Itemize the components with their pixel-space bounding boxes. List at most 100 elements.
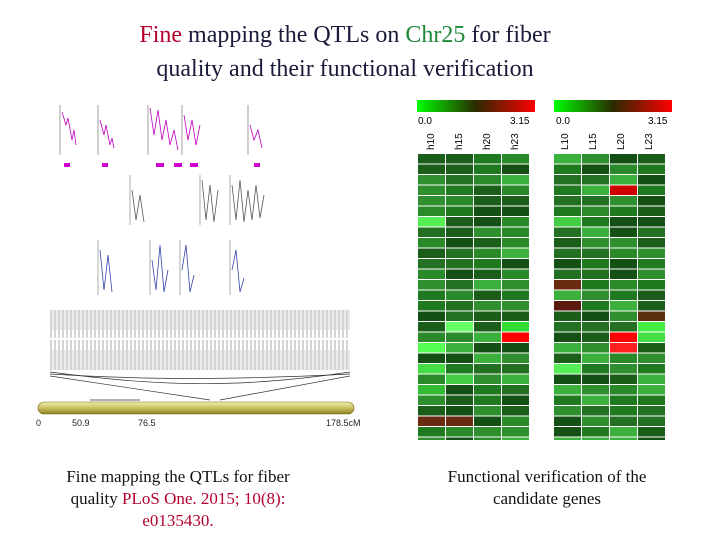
heatmap-cell — [418, 406, 445, 416]
heatmap-cell — [554, 227, 581, 237]
col-label-right-1: L15 — [588, 133, 599, 150]
heatmap-cell — [418, 437, 445, 440]
title-word-fine: Fine — [139, 22, 183, 48]
heatmap-cell — [446, 322, 473, 332]
col-label-left-3: h23 — [510, 133, 521, 150]
heatmap-cell — [638, 427, 665, 437]
lod-panel-row-3 — [97, 240, 245, 295]
heatmap-cell — [502, 311, 529, 321]
heatmap-cell — [554, 280, 581, 290]
heatmap-cell — [502, 437, 529, 440]
heatmap-cell — [502, 248, 529, 258]
heatmap-cell — [638, 164, 665, 174]
heatmap-cell — [638, 290, 665, 300]
heatmap-cell — [446, 259, 473, 269]
heatmap-cell — [418, 427, 445, 437]
citation-journal: PLoS One. 2015; 10(8): — [122, 489, 286, 508]
heatmap-cell — [474, 154, 501, 164]
heatmap-cell — [610, 175, 637, 185]
heatmap-cell — [554, 164, 581, 174]
heatmap-cell — [554, 248, 581, 258]
scale-max-left: 3.15 — [510, 116, 530, 127]
heatmap-cell — [446, 437, 473, 440]
heatmap-cell — [502, 164, 529, 174]
heatmap-cell — [638, 206, 665, 216]
heatmap-cell — [502, 227, 529, 237]
heatmap-cell — [474, 385, 501, 395]
color-scale-right — [554, 100, 672, 112]
slide-title: Fine mapping the QTLs on Chr25 for fiber… — [0, 18, 690, 86]
heatmap-cell — [638, 301, 665, 311]
heatmap-cell — [582, 311, 609, 321]
heatmap-cell — [418, 301, 445, 311]
heatmap-cell — [554, 322, 581, 332]
heatmap-cell — [446, 332, 473, 342]
heatmap-cell — [474, 196, 501, 206]
heatmap-cell — [582, 332, 609, 342]
heatmap-cell — [638, 395, 665, 405]
heatmap-cell — [582, 437, 609, 440]
heatmap-cell — [418, 248, 445, 258]
heatmap-cell — [418, 416, 445, 426]
heatmap-cell — [554, 154, 581, 164]
heatmap-cell — [554, 427, 581, 437]
heatmap-cell — [610, 406, 637, 416]
heatmap-cell — [638, 322, 665, 332]
heatmap-cell — [502, 217, 529, 227]
heatmap-cell — [474, 206, 501, 216]
heatmap-cell — [502, 364, 529, 374]
heatmap-cell — [446, 227, 473, 237]
heatmap-cell — [446, 406, 473, 416]
heatmap-grid-left — [418, 154, 529, 440]
heatmap-cell — [418, 269, 445, 279]
heatmap-cell — [474, 437, 501, 440]
heatmap-cell — [502, 269, 529, 279]
heatmap-cell — [638, 311, 665, 321]
heatmap-cell — [582, 248, 609, 258]
heatmap-cell — [638, 437, 665, 440]
heatmap-grid-right — [554, 154, 665, 440]
heatmap-cell — [610, 343, 637, 353]
heatmap-cell — [418, 311, 445, 321]
tick-label-2: 76.5 — [138, 418, 156, 428]
heatmap-cell — [474, 301, 501, 311]
heatmap-cell — [418, 353, 445, 363]
heatmap-cell — [610, 364, 637, 374]
heatmap-cell — [638, 364, 665, 374]
heatmap-cell — [418, 154, 445, 164]
title-text-2: for fiber — [465, 22, 551, 48]
heatmap-cell — [446, 248, 473, 258]
heatmap-cell — [638, 385, 665, 395]
heatmap-cell — [554, 301, 581, 311]
heatmap-cell — [610, 332, 637, 342]
heatmap-cell — [638, 217, 665, 227]
heatmap-cell — [610, 217, 637, 227]
scale-min-right: 0.0 — [556, 116, 570, 127]
heatmap-cell — [502, 385, 529, 395]
heatmap-cell — [610, 154, 637, 164]
heatmap-cell — [638, 353, 665, 363]
heatmap-cell — [418, 238, 445, 248]
heatmap-cell — [638, 238, 665, 248]
heatmap-cell — [554, 290, 581, 300]
heatmap-cell — [582, 406, 609, 416]
heatmap-right: 0.0 3.15 L10 L15 L20 L23 — [554, 100, 672, 440]
heatmap-cell — [502, 290, 529, 300]
heatmap-cell — [582, 301, 609, 311]
scale-min-left: 0.0 — [418, 116, 432, 127]
heatmap-cell — [446, 353, 473, 363]
heatmap-cell — [610, 416, 637, 426]
heatmap-cell — [582, 280, 609, 290]
heatmap-cell — [446, 311, 473, 321]
caption-left-line-2: quality — [70, 489, 123, 508]
heatmap-cell — [638, 269, 665, 279]
heatmap-cell — [610, 385, 637, 395]
heatmap-cell — [446, 164, 473, 174]
heatmap-cell — [418, 385, 445, 395]
heatmap-cell — [610, 290, 637, 300]
heatmap-cell — [610, 259, 637, 269]
heatmap-cell — [418, 290, 445, 300]
heatmap-cell — [418, 343, 445, 353]
heatmap-cell — [582, 175, 609, 185]
heatmap-cell — [502, 395, 529, 405]
